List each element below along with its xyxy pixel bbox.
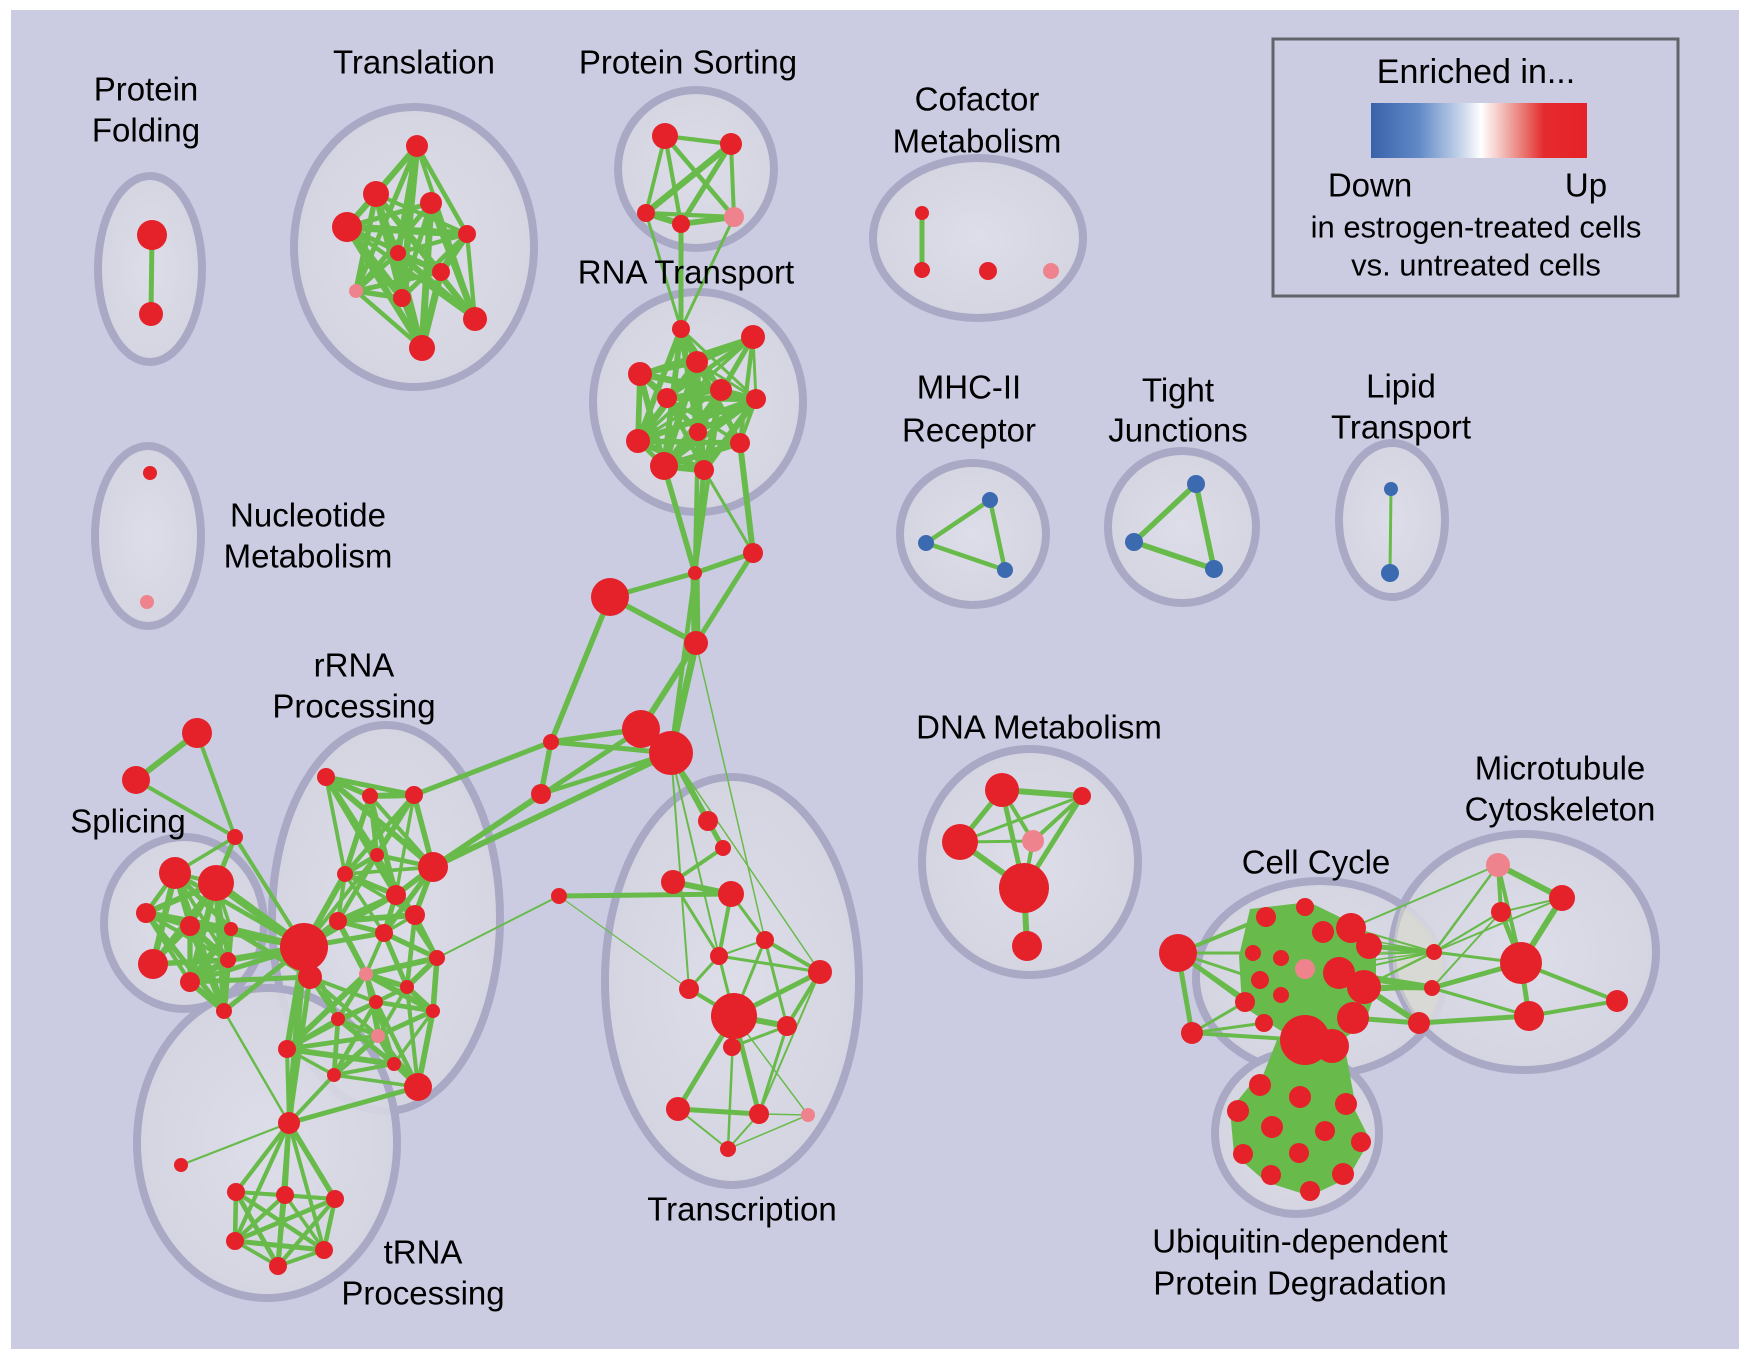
svg-text:MHC-II: MHC-II	[917, 369, 1021, 406]
svg-text:Cytoskeleton: Cytoskeleton	[1465, 791, 1656, 828]
svg-text:Receptor: Receptor	[902, 412, 1036, 449]
svg-text:in estrogen-treated cells: in estrogen-treated cells	[1311, 210, 1642, 245]
svg-text:Translation: Translation	[333, 44, 495, 81]
svg-text:Protein: Protein	[94, 71, 199, 108]
svg-text:Junctions: Junctions	[1108, 412, 1247, 449]
svg-text:Folding: Folding	[92, 112, 200, 149]
svg-text:Lipid: Lipid	[1366, 368, 1436, 405]
svg-text:Nucleotide: Nucleotide	[230, 497, 386, 534]
svg-text:Down: Down	[1328, 167, 1412, 204]
svg-text:Processing: Processing	[341, 1275, 504, 1312]
svg-text:Transcription: Transcription	[647, 1191, 837, 1228]
svg-text:Cofactor: Cofactor	[915, 81, 1040, 118]
svg-text:Metabolism: Metabolism	[224, 538, 393, 575]
svg-text:Up: Up	[1565, 167, 1607, 204]
svg-text:Splicing: Splicing	[70, 803, 186, 840]
svg-text:DNA Metabolism: DNA Metabolism	[916, 709, 1162, 746]
svg-text:Cell Cycle: Cell Cycle	[1242, 844, 1391, 881]
svg-text:tRNA: tRNA	[384, 1234, 463, 1271]
svg-text:Processing: Processing	[272, 688, 435, 725]
svg-text:Enriched in...: Enriched in...	[1377, 53, 1575, 91]
svg-text:Ubiquitin-dependent: Ubiquitin-dependent	[1152, 1223, 1447, 1260]
svg-text:Metabolism: Metabolism	[893, 123, 1062, 160]
svg-text:Microtubule: Microtubule	[1475, 750, 1646, 787]
svg-text:rRNA: rRNA	[314, 647, 395, 684]
svg-text:Protein Sorting: Protein Sorting	[579, 44, 797, 81]
svg-text:vs. untreated cells: vs. untreated cells	[1351, 248, 1601, 283]
svg-text:Tight: Tight	[1142, 372, 1214, 409]
svg-text:RNA Transport: RNA Transport	[578, 254, 794, 291]
svg-text:Protein Degradation: Protein Degradation	[1153, 1265, 1447, 1302]
svg-text:Transport: Transport	[1331, 409, 1471, 446]
